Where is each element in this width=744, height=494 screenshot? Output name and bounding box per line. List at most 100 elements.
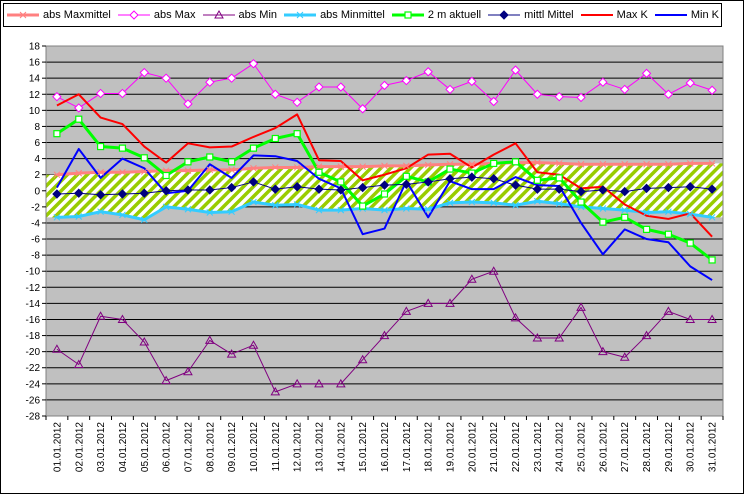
x-tick-label: 10.01.2012 — [249, 422, 260, 472]
point-mittl-mittel — [532, 184, 543, 194]
point-2-m-aktuell — [228, 158, 236, 166]
point-abs-min — [445, 298, 455, 307]
point-abs-maxmittel — [97, 168, 104, 176]
point-2-m-aktuell — [380, 190, 389, 198]
point-abs-max — [598, 77, 608, 87]
point-mittl-mittel — [161, 186, 171, 196]
point-abs-max — [74, 103, 84, 113]
point-mittl-mittel — [576, 186, 586, 197]
point-abs-min — [510, 312, 521, 322]
x-tick-label: 06.01.2012 — [162, 422, 173, 472]
point-2-m-aktuell — [315, 168, 323, 176]
y-tick-label: 18 — [29, 42, 41, 53]
legend-label: mittl Mittel — [524, 9, 574, 21]
point-abs-max — [532, 89, 543, 99]
point-abs-max — [292, 97, 302, 108]
y-tick-label: -22 — [26, 363, 41, 374]
series-line-abs-min — [56, 270, 713, 393]
point-2-m-aktuell — [96, 142, 105, 151]
point-abs-minmittel — [512, 201, 519, 209]
point-abs-maxmittel — [119, 168, 126, 176]
x-tick-label: 14.01.2012 — [336, 422, 347, 472]
point-abs-minmittel — [184, 205, 192, 213]
point-mittl-mittel — [620, 186, 630, 197]
x-tick-label: 20.01.2012 — [467, 422, 478, 472]
legend-item-abs-min: abs Min — [202, 9, 277, 21]
legend-marker — [499, 10, 509, 20]
point-2-m-aktuell — [555, 174, 563, 182]
point-abs-maxmittel — [599, 160, 607, 168]
point-abs-max — [52, 91, 62, 102]
point-abs-maxmittel — [228, 166, 235, 174]
y-tick-label: 4 — [34, 154, 40, 165]
point-abs-maxmittel — [621, 160, 629, 168]
point-2-m-aktuell — [53, 130, 61, 138]
point-abs-min — [226, 349, 237, 358]
point-abs-maxmittel — [337, 163, 345, 171]
point-abs-max — [620, 84, 630, 95]
point-abs-minmittel — [402, 205, 410, 212]
point-mittl-mittel — [74, 188, 84, 198]
point-abs-minmittel — [293, 201, 301, 208]
legend-swatch — [202, 10, 235, 19]
point-2-m-aktuell — [686, 239, 694, 247]
point-mittl-mittel — [488, 174, 499, 184]
point-mittl-mittel — [226, 182, 237, 193]
point-mittl-mittel — [292, 182, 302, 192]
point-abs-minmittel — [665, 208, 672, 216]
point-abs-minmittel — [424, 205, 432, 213]
y-tick-label: 10 — [29, 106, 41, 117]
point-2-m-aktuell — [271, 134, 279, 143]
point-abs-max — [161, 73, 171, 83]
legend-marker — [404, 11, 412, 19]
legend-item-max-k: Max K — [580, 9, 648, 21]
y-tick-label: -28 — [26, 412, 41, 423]
point-abs-minmittel — [140, 216, 148, 224]
point-abs-minmittel — [555, 200, 563, 208]
y-tick-label: -8 — [31, 251, 40, 262]
x-tick-label: 18.01.2012 — [424, 422, 435, 472]
legend-swatch — [7, 11, 39, 19]
y-tick-label: -20 — [26, 347, 41, 358]
point-abs-maxmittel — [184, 167, 192, 175]
x-tick-label: 28.01.2012 — [642, 422, 653, 472]
legend-label: abs Max — [153, 9, 196, 21]
x-tick-label: 29.01.2012 — [664, 422, 675, 472]
x-tick-label: 11.01.2012 — [271, 422, 282, 472]
x-tick-label: 30.01.2012 — [686, 422, 697, 472]
point-abs-max — [423, 67, 433, 77]
point-abs-min — [292, 378, 303, 388]
y-tick-label: -18 — [26, 331, 41, 342]
point-abs-min — [488, 266, 499, 275]
point-2-m-aktuell — [599, 218, 607, 226]
point-2-m-aktuell — [511, 158, 520, 166]
point-abs-minmittel — [446, 199, 454, 207]
point-abs-max — [445, 84, 455, 95]
x-tick-label: 15.01.2012 — [358, 422, 369, 472]
point-abs-minmittel — [75, 213, 83, 220]
point-mittl-mittel — [445, 174, 455, 184]
x-tick-label: 26.01.2012 — [598, 422, 609, 472]
point-abs-maxmittel — [75, 169, 83, 177]
point-abs-min — [357, 354, 368, 364]
point-2-m-aktuell — [75, 115, 83, 123]
point-abs-min — [204, 335, 215, 344]
legend-item-2-m-aktuell: 2 m aktuell — [391, 9, 481, 21]
point-abs-max — [270, 89, 281, 99]
point-mittl-mittel — [401, 179, 412, 190]
point-mittl-mittel — [52, 189, 62, 199]
point-abs-minmittel — [228, 208, 235, 216]
point-abs-max — [510, 65, 521, 75]
point-abs-max — [139, 67, 149, 78]
point-abs-max — [314, 82, 324, 92]
point-abs-maxmittel — [534, 159, 541, 166]
legend-swatch — [391, 11, 424, 19]
point-2-m-aktuell — [490, 159, 498, 168]
point-abs-min — [52, 344, 62, 353]
point-mittl-mittel — [641, 183, 652, 194]
point-mittl-mittel — [205, 185, 215, 195]
x-tick-label: 19.01.2012 — [446, 422, 457, 472]
point-abs-minmittel — [708, 213, 716, 221]
point-abs-max — [554, 91, 564, 102]
y-tick-label: -2 — [31, 202, 40, 213]
